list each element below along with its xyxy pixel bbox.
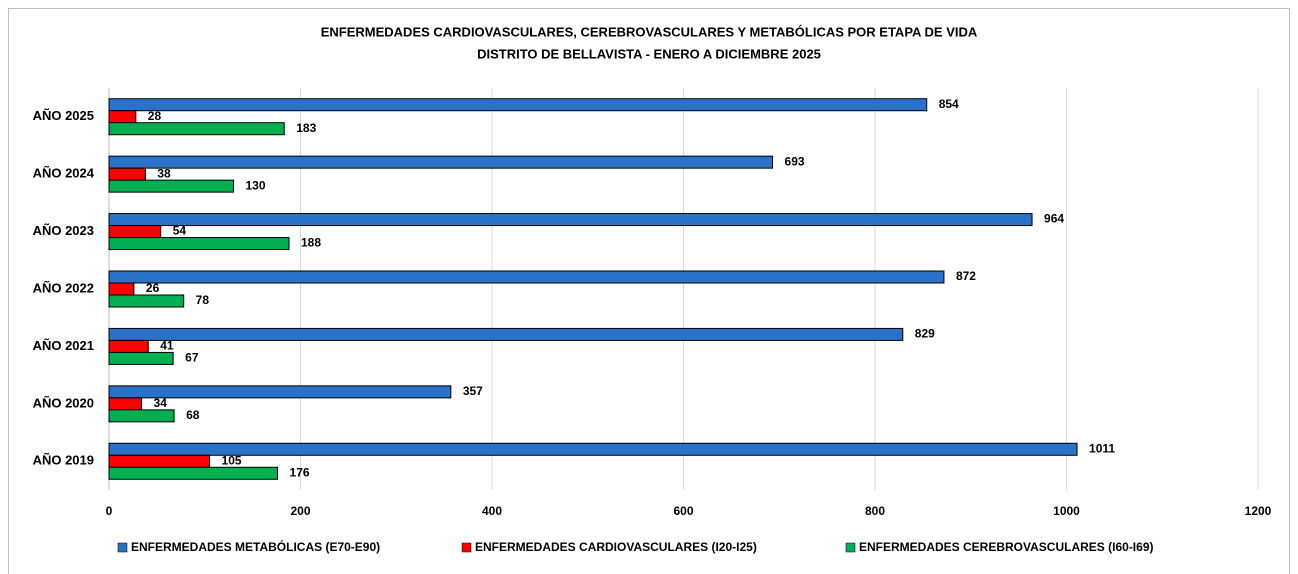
data-label: 26 bbox=[146, 281, 160, 295]
y-tick-label: AÑO 2021 bbox=[33, 338, 94, 353]
chart-frame bbox=[8, 8, 1290, 574]
bar bbox=[108, 409, 175, 423]
bar bbox=[108, 110, 137, 124]
legend-label: ENFERMEDADES CEREBROVASCULARES (I60-I69) bbox=[859, 540, 1154, 554]
bar bbox=[108, 351, 174, 365]
bar bbox=[108, 270, 945, 284]
data-label: 693 bbox=[785, 154, 805, 168]
data-label: 183 bbox=[296, 121, 316, 135]
data-label: 34 bbox=[154, 396, 168, 410]
bar bbox=[108, 454, 211, 468]
y-tick-label: AÑO 2023 bbox=[33, 223, 94, 238]
x-tick-label: 1000 bbox=[1053, 504, 1080, 518]
bar bbox=[108, 282, 135, 296]
data-label: 964 bbox=[1044, 212, 1064, 226]
data-label: 68 bbox=[186, 408, 200, 422]
bar bbox=[108, 167, 146, 181]
bar bbox=[108, 98, 928, 112]
data-label: 854 bbox=[939, 97, 959, 111]
bar bbox=[108, 397, 143, 411]
bar bbox=[108, 122, 285, 136]
data-label: 176 bbox=[290, 465, 310, 479]
y-tick-label: AÑO 2022 bbox=[33, 280, 94, 295]
data-label: 54 bbox=[173, 224, 187, 238]
bar bbox=[108, 225, 162, 239]
bar bbox=[108, 179, 234, 193]
x-tick-label: 1200 bbox=[1245, 504, 1272, 518]
bar bbox=[108, 155, 774, 169]
bar bbox=[108, 466, 279, 480]
y-tick-label: AÑO 2024 bbox=[33, 166, 95, 181]
data-label: 357 bbox=[463, 384, 483, 398]
data-label: 188 bbox=[301, 236, 321, 250]
data-label: 67 bbox=[185, 351, 199, 365]
x-tick-label: 0 bbox=[106, 504, 113, 518]
x-tick-label: 200 bbox=[290, 504, 310, 518]
data-label: 78 bbox=[196, 293, 210, 307]
legend-label: ENFERMEDADES CARDIOVASCULARES (I20-I25) bbox=[475, 540, 757, 554]
bar bbox=[108, 442, 1078, 456]
legend-swatch bbox=[845, 542, 856, 553]
legend-label: ENFERMEDADES METABÓLICAS (E70-E90) bbox=[131, 539, 380, 554]
chart-subtitle: DISTRITO DE BELLAVISTA - ENERO A DICIEMB… bbox=[477, 46, 821, 61]
y-tick-label: AÑO 2019 bbox=[33, 453, 94, 468]
data-label: 829 bbox=[915, 327, 935, 341]
data-label: 1011 bbox=[1089, 441, 1115, 455]
y-tick-label: AÑO 2020 bbox=[33, 395, 94, 410]
chart-title: ENFERMEDADES CARDIOVASCULARES, CEREBROVA… bbox=[321, 24, 978, 39]
data-label: 28 bbox=[148, 109, 162, 123]
data-label: 38 bbox=[157, 166, 171, 180]
y-tick-label: AÑO 2025 bbox=[33, 108, 94, 123]
data-label: 872 bbox=[956, 269, 976, 283]
data-label: 105 bbox=[222, 453, 242, 467]
bar bbox=[108, 213, 1033, 227]
x-tick-label: 600 bbox=[673, 504, 693, 518]
data-label: 130 bbox=[245, 178, 265, 192]
bar bbox=[108, 327, 904, 341]
x-tick-label: 800 bbox=[865, 504, 885, 518]
bar bbox=[108, 237, 290, 251]
bar bbox=[108, 339, 149, 353]
legend-swatch bbox=[461, 542, 472, 553]
bar bbox=[108, 294, 185, 308]
x-tick-label: 400 bbox=[482, 504, 502, 518]
bar bbox=[108, 385, 452, 399]
legend-swatch bbox=[117, 542, 128, 553]
data-label: 41 bbox=[160, 339, 174, 353]
